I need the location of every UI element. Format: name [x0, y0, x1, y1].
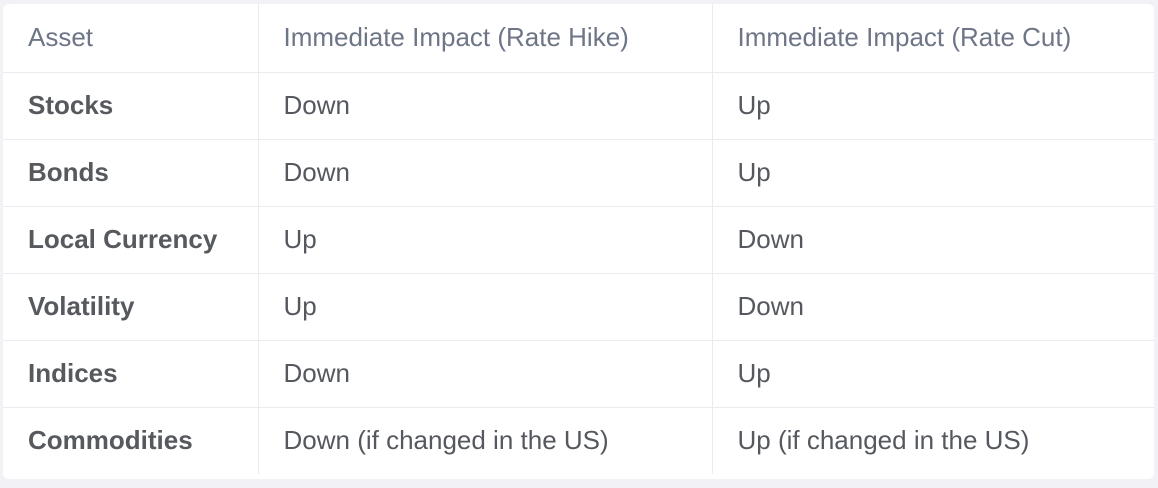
rate-impact-table: Asset Immediate Impact (Rate Hike) Immed… — [3, 4, 1154, 474]
rate-cut-cell: Down — [712, 273, 1154, 341]
rate-cut-cell: Up (if changed in the US) — [737, 425, 1030, 456]
rate-hike-cell: Down — [258, 139, 713, 207]
rate-hike-cell: Up — [258, 206, 713, 274]
asset-cell: Indices — [3, 340, 259, 408]
table-row: Commodities Down (if changed in the US) … — [3, 407, 1154, 474]
asset-cell: Local Currency — [3, 206, 259, 274]
asset-cell: Stocks — [3, 72, 259, 140]
rate-cut-cell: Down — [712, 206, 1154, 274]
table-row: Volatility Up Down — [3, 273, 1154, 341]
rate-hike-cell: Down — [258, 340, 713, 408]
rate-hike-cell: Down — [258, 72, 713, 140]
table-header: Asset Immediate Impact (Rate Hike) Immed… — [3, 4, 1154, 73]
rate-hike-cell: Up — [258, 273, 713, 341]
rate-hike-cell: Down (if changed in the US) — [258, 407, 713, 474]
header-rate-hike: Immediate Impact (Rate Hike) — [258, 4, 713, 73]
asset-cell: Bonds — [3, 139, 259, 207]
rate-cut-cell: Up — [712, 72, 1154, 140]
table-body: Stocks Down Up Bonds Down Up Local Curre… — [3, 72, 1154, 474]
rate-cut-cell: Up — [712, 340, 1154, 408]
header-rate-cut: Immediate Impact (Rate Cut) — [712, 4, 1154, 73]
header-row: Asset Immediate Impact (Rate Hike) Immed… — [3, 4, 1154, 73]
table-row: Stocks Down Up — [3, 72, 1154, 140]
asset-cell: Volatility — [3, 273, 259, 341]
header-asset: Asset — [3, 4, 259, 73]
rate-cut-cell: Up — [712, 139, 1154, 207]
table-row: Bonds Down Up — [3, 139, 1154, 207]
impact-table-card: Asset Immediate Impact (Rate Hike) Immed… — [3, 4, 1154, 479]
asset-cell: Commodities — [3, 407, 259, 474]
table-row: Indices Down Up — [3, 340, 1154, 408]
table-row: Local Currency Up Down — [3, 206, 1154, 274]
